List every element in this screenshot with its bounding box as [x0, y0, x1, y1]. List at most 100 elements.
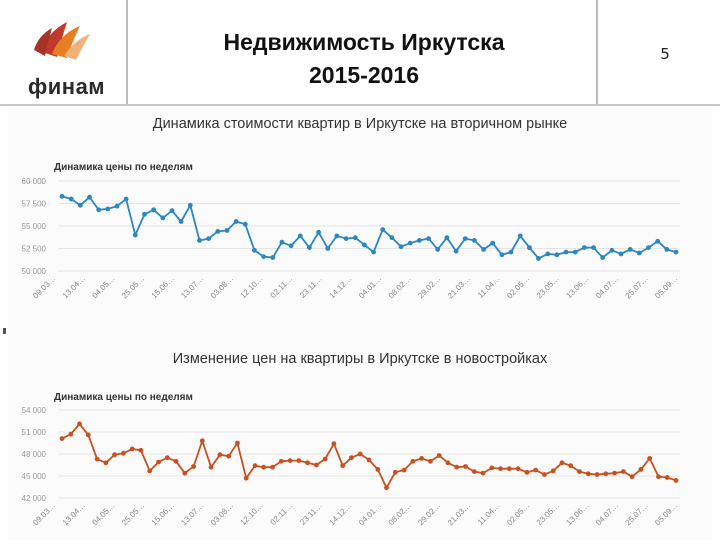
chart-1-y-tick-label: 50 000	[22, 267, 47, 276]
chart-1-point	[371, 249, 376, 255]
chart-1-point	[279, 239, 285, 245]
chart-1-x-tick-label: 04.01…	[357, 274, 383, 300]
chart-2-point	[287, 458, 293, 463]
chart-2-x-tick-label: 02.11…	[269, 501, 295, 527]
chart-2-point	[121, 450, 126, 456]
chart-2-point	[585, 471, 591, 477]
chart-2-point	[568, 463, 574, 469]
chart-2-point	[506, 466, 512, 472]
chart-1-point	[151, 207, 157, 213]
chart-1-x-tick-label: 21.03…	[446, 274, 472, 300]
chart-1-point	[600, 255, 606, 260]
charts-canvas: Динамика стоимости квартир в Иркутске на…	[22, 116, 680, 527]
chart-2-point	[392, 469, 398, 475]
chart-1-x-tick-label: 13.04…	[61, 274, 87, 300]
chart-1-point	[517, 233, 523, 239]
chart-2-series-line	[61, 422, 677, 490]
chart-1-point	[123, 196, 129, 202]
chart-2-y-tick-label: 42 000	[22, 494, 47, 503]
chart-2-x-tick-label: 13.04…	[61, 501, 87, 527]
chart-2-x-tick-label: 25.05…	[120, 501, 146, 527]
chart-1-x-tick-label: 05.09…	[653, 274, 679, 300]
chart-1-point	[77, 202, 83, 208]
chart-1-point	[527, 245, 532, 251]
chart-1-point	[508, 249, 514, 255]
chart-2-x-tick-label: 09.03…	[31, 501, 57, 527]
chart-1-x-tick-label: 13.06…	[564, 274, 590, 300]
title-line-1: Недвижимость Иркутска	[223, 29, 505, 55]
chart-2-point	[498, 466, 503, 472]
chart-1-point	[545, 251, 551, 257]
chart-1-point	[325, 246, 331, 251]
chart-1-point	[187, 202, 193, 208]
chart-2-point	[621, 469, 626, 474]
chart-2-point	[647, 456, 653, 461]
chart-1-point	[609, 247, 615, 253]
chart-1-point	[307, 245, 312, 251]
chart-2-point	[199, 438, 205, 444]
chart-2-y-tick-label: 48 000	[22, 450, 47, 459]
chart-2-point	[278, 458, 284, 464]
chart-1-point	[316, 229, 321, 235]
chart-1-point	[114, 203, 120, 209]
chart-1-x-tick-label: 12.10…	[239, 274, 265, 300]
page-title: Недвижимость Иркутска 2015-2016	[130, 26, 598, 92]
chart-1-y-tick-label: 57 500	[22, 200, 47, 209]
chart-1-point	[664, 247, 670, 252]
logo-text: финам	[28, 74, 106, 99]
chart-2-x-tick-label: 05.09…	[653, 501, 679, 527]
chart-2-point	[629, 474, 635, 480]
chart-2-point	[533, 467, 539, 473]
title-line-2: 2015-2016	[309, 62, 419, 88]
chart-1-point	[673, 249, 679, 255]
chart-2-point	[85, 432, 91, 438]
chart-1-point	[417, 238, 422, 243]
chart-1-y-tick-label: 52 500	[22, 245, 47, 254]
chart-1-x-tick-label: 09.03…	[31, 274, 57, 300]
chart-2-x-tick-label: 04.01…	[357, 501, 383, 527]
chart-2-point	[577, 469, 582, 474]
chart-1-x-tick-label: 23.11…	[298, 274, 324, 300]
chart-1-point	[655, 238, 661, 244]
chart-2-point	[594, 472, 600, 477]
chart-2-point	[226, 453, 232, 459]
chart-2-point	[419, 456, 424, 461]
chart-1-point	[646, 245, 651, 251]
chart-1-x-tick-label: 03.08…	[209, 274, 235, 300]
chart-2-point	[664, 475, 670, 480]
chart-1-x-tick-label: 04.07…	[594, 274, 620, 300]
chart-2-x-tick-label: 11.04…	[476, 501, 502, 527]
logo-emblem-icon	[34, 22, 90, 60]
chart-2-x-tick-label: 04.05…	[90, 501, 116, 527]
chart-1-point	[444, 235, 450, 241]
chart-2-point	[542, 472, 547, 477]
chart-2-point	[147, 468, 153, 474]
chart-1-point	[261, 254, 266, 259]
chart-1-point	[105, 206, 111, 212]
chart-2-point	[524, 469, 530, 475]
chart-2-point	[471, 469, 477, 474]
chart-2-point	[208, 464, 214, 470]
chart-2-point	[173, 458, 179, 464]
chart-1-point	[215, 229, 221, 234]
chart-1-point	[536, 256, 541, 261]
chart-2-x-tick-label: 23.11…	[298, 501, 324, 527]
chart-2-point	[68, 431, 74, 437]
chart-1-point	[233, 219, 239, 224]
chart-2-point	[94, 456, 100, 462]
chart-1-x-tick-label: 15.06…	[150, 274, 176, 300]
chart-1-point	[297, 233, 303, 239]
chart-1-point	[160, 215, 166, 221]
chart-1-point	[582, 245, 587, 251]
chart-1-point	[426, 236, 431, 242]
chart-2-point	[112, 452, 117, 458]
chart-2-point	[410, 458, 416, 464]
chart-1-subtitle: Динамика цены по неделям	[54, 162, 193, 173]
chart-1-x-tick-label: 11.04…	[476, 274, 502, 300]
chart-2-point	[103, 460, 109, 466]
chart-1-x-tick-label: 25.07…	[624, 274, 650, 300]
chart-1-point	[224, 228, 230, 233]
chart-1-point	[591, 245, 596, 251]
chart-2-point	[357, 451, 363, 457]
chart-2-x-tick-label: 12.10…	[239, 501, 265, 527]
